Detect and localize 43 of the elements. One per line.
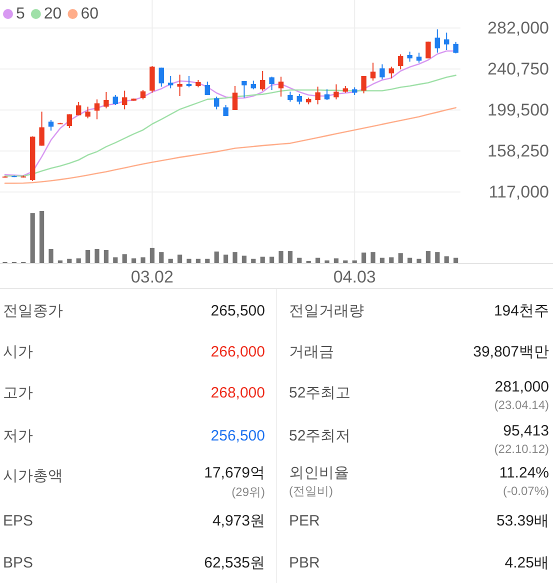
text: PBR	[289, 554, 320, 572]
text: 62,535원	[204, 554, 265, 572]
text: 외인비율	[289, 464, 349, 482]
text: 4.25배	[504, 554, 549, 572]
text: 11.24%	[499, 464, 549, 482]
text: 268,000	[210, 384, 265, 402]
text: EPS	[3, 512, 34, 530]
text: 시가	[3, 344, 33, 360]
text: (-0.07%)	[502, 484, 549, 498]
text: (29위)	[232, 485, 265, 499]
text: 17,679억	[204, 464, 265, 482]
text: 시가총액	[3, 468, 63, 484]
text: BPS	[3, 554, 34, 572]
text: 전일거래량	[289, 302, 364, 320]
text: 256,500	[210, 428, 265, 444]
text: 194천주	[494, 302, 549, 320]
y-tick-label: 282,000	[488, 18, 549, 38]
text: 4,973원	[212, 512, 265, 530]
text: 53.39배	[496, 512, 549, 530]
y-tick-label: 158,250	[488, 142, 549, 160]
text: 265,500	[210, 302, 265, 320]
x-tick-label: 03.02	[130, 268, 174, 286]
legend-label: 5	[16, 6, 25, 22]
text: 52주최저	[289, 428, 351, 444]
text: 52주최고	[289, 384, 351, 402]
text: PER	[289, 512, 320, 530]
text: 고가	[3, 384, 33, 402]
text: (전일비)	[289, 484, 333, 498]
x-tick-label: 04.03	[333, 268, 376, 286]
text: 95,413	[503, 422, 549, 440]
y-tick-label: 117,000	[488, 182, 549, 202]
legend-label: 60	[80, 6, 99, 22]
legend-label: 20	[44, 6, 62, 22]
text: 전일종가	[3, 302, 63, 320]
text: 저가	[3, 428, 33, 444]
text: 266,000	[210, 344, 265, 360]
y-tick-label: 240,750	[488, 60, 549, 78]
text: 281,000	[494, 378, 549, 396]
y-tick-label: 199,500	[488, 100, 549, 120]
text: 거래금	[289, 344, 334, 360]
text: (22.10.12)	[494, 442, 550, 456]
text: (23.04.14)	[494, 398, 550, 412]
text: 39,807백만	[473, 344, 549, 360]
